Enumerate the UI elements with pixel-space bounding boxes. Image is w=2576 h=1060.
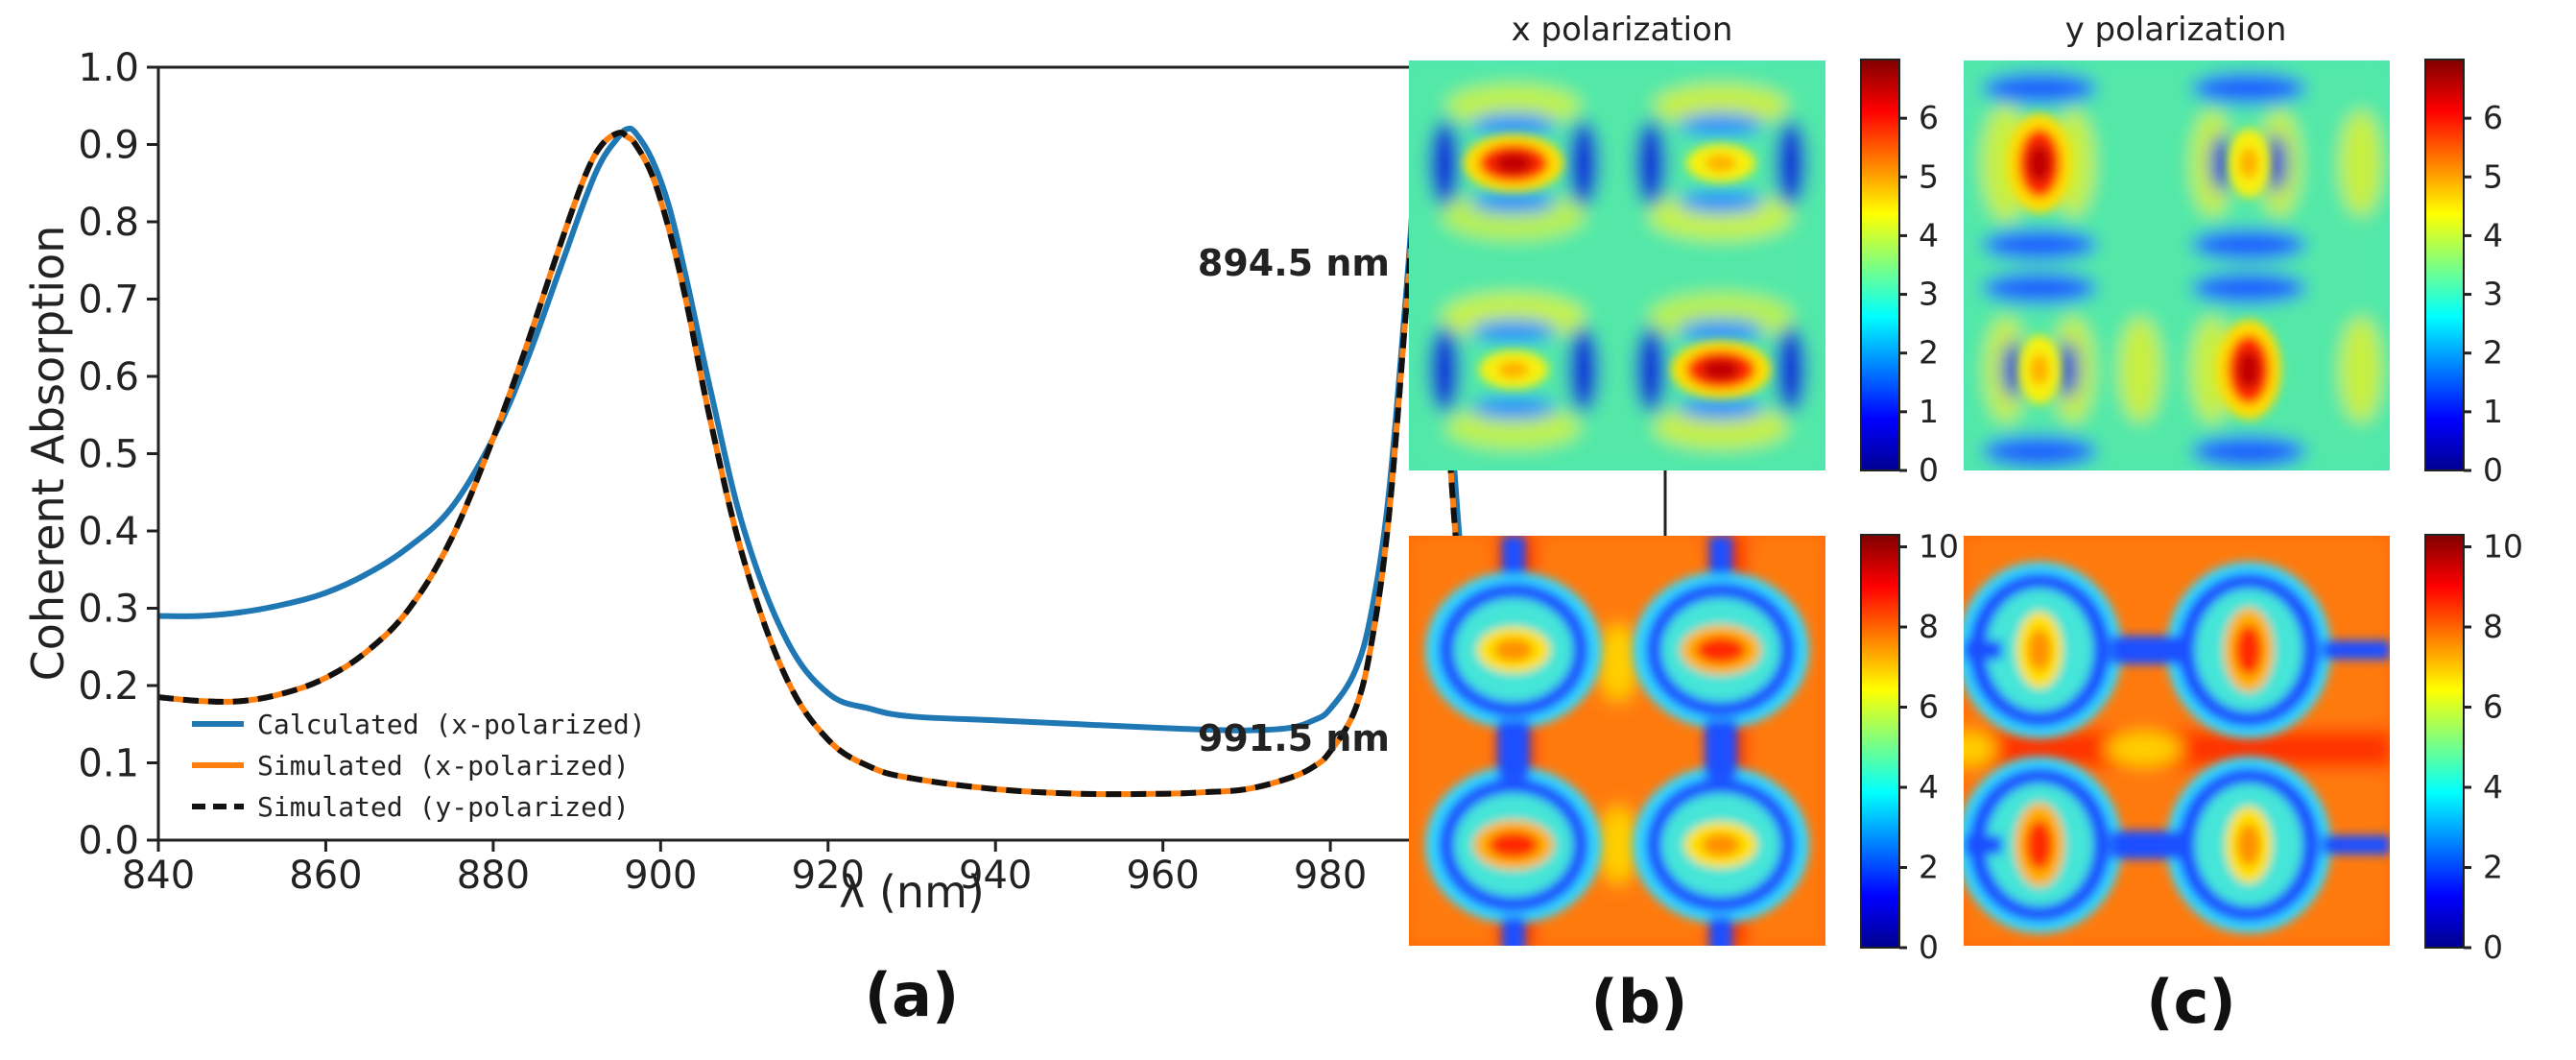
y-tick-label: 0.2 — [78, 664, 139, 709]
colorbar-tick-label: 6 — [2483, 688, 2503, 726]
colorbar-tick-label: 4 — [2483, 768, 2503, 806]
colorbar-tick-label: 2 — [1919, 334, 1939, 372]
colorbar-tick-label: 8 — [2483, 608, 2503, 645]
series-simulated-y-polarized — [158, 114, 1665, 819]
chart-legend: Calculated (x-polarized) Simulated (x-po… — [192, 709, 646, 823]
y-tick-label: 0.9 — [78, 124, 139, 168]
panel-label-b: (b) — [1590, 967, 1687, 1037]
column-title-x-polarization: x polarization — [1512, 11, 1733, 49]
colorbar-tick-label: 2 — [2483, 849, 2503, 886]
colorbar-tick-label: 6 — [1919, 99, 1939, 136]
column-title-y-polarization: y polarization — [2065, 11, 2287, 49]
y-tick-label: 0.8 — [78, 201, 139, 245]
panel-label-c: (c) — [2146, 967, 2235, 1037]
x-tick-label: 860 — [289, 854, 362, 898]
y-tick-label: 0.3 — [78, 588, 139, 632]
colorbar-tick-label: 2 — [1919, 849, 1939, 886]
colorbar-tick-label: 10 — [1919, 528, 1959, 566]
row-label-991-nm: 991.5 nm — [1198, 717, 1390, 759]
colorbar-tick-label: 4 — [1919, 768, 1939, 806]
heatmap-x-pol-894nm — [1409, 60, 1825, 470]
colorbar-x-pol-991nm: 0 2 4 6 8 10 — [1860, 528, 1959, 966]
y-tick-label: 0.1 — [78, 742, 139, 786]
x-tick-label: 980 — [1294, 854, 1367, 898]
y-tick-label: 0.0 — [78, 819, 139, 863]
colorbar-tick-label: 3 — [2483, 276, 2503, 313]
heatmap-x-pol-991nm — [1409, 536, 1825, 946]
x-tick-label: 940 — [959, 854, 1032, 898]
heatmap-y-pol-894nm — [1964, 60, 2390, 470]
legend-label-simulated-x: Simulated (x-polarized) — [257, 750, 630, 782]
colorbar-tick-label: 6 — [2483, 99, 2503, 136]
colorbar-tick-label: 0 — [2483, 451, 2503, 489]
colorbar-tick-label: 2 — [2483, 334, 2503, 372]
y-tick-label: 1.0 — [78, 46, 139, 90]
colorbar-tick-label: 4 — [1919, 216, 1939, 253]
colorbar-tick-label: 8 — [1919, 608, 1939, 645]
x-tick-label: 840 — [122, 854, 195, 898]
y-axis-title: Coherent Absorption — [22, 226, 74, 682]
y-axis-ticks: 0.0 0.1 0.2 0.3 0.4 0.5 0.6 0.7 0.8 0.9 1.0 — [78, 46, 158, 863]
colorbar-tick-label: 1 — [2483, 393, 2503, 430]
colorbar-x-pol-894nm: 0 1 2 3 4 5 6 — [1860, 59, 1939, 489]
colorbar-tick-label: 10 — [2483, 528, 2523, 566]
colorbar-y-pol-991nm: 0 2 4 6 8 10 — [2424, 528, 2523, 966]
colorbar-tick-label: 0 — [1919, 451, 1939, 489]
heatmap-y-pol-991nm — [1964, 536, 2390, 946]
y-tick-label: 0.4 — [78, 510, 139, 554]
y-tick-label: 0.7 — [78, 278, 139, 323]
x-tick-label: 920 — [792, 854, 865, 898]
row-label-894-nm: 894.5 nm — [1198, 242, 1390, 284]
colorbar-tick-label: 4 — [2483, 216, 2503, 253]
colorbar-tick-label: 5 — [1919, 157, 1939, 195]
x-tick-label: 900 — [624, 854, 697, 898]
colorbar-tick-label: 3 — [1919, 276, 1939, 313]
y-tick-label: 0.6 — [78, 355, 139, 399]
x-axis-title: λ (nm) — [839, 866, 985, 918]
colorbar-y-pol-894nm: 0 1 2 3 4 5 6 — [2424, 59, 2503, 489]
x-tick-label: 960 — [1126, 854, 1199, 898]
legend-label-calculated-x: Calculated (x-polarized) — [257, 709, 646, 740]
colorbar-tick-label: 0 — [2483, 928, 2503, 966]
colorbar-tick-label: 0 — [1919, 928, 1939, 966]
x-tick-label: 880 — [457, 854, 530, 898]
panel-label-a: (a) — [865, 960, 960, 1030]
legend-label-simulated-y: Simulated (y-polarized) — [257, 791, 630, 823]
colorbar-tick-label: 1 — [1919, 393, 1939, 430]
y-tick-label: 0.5 — [78, 433, 139, 477]
colorbar-tick-label: 6 — [1919, 688, 1939, 726]
colorbar-tick-label: 5 — [2483, 157, 2503, 195]
